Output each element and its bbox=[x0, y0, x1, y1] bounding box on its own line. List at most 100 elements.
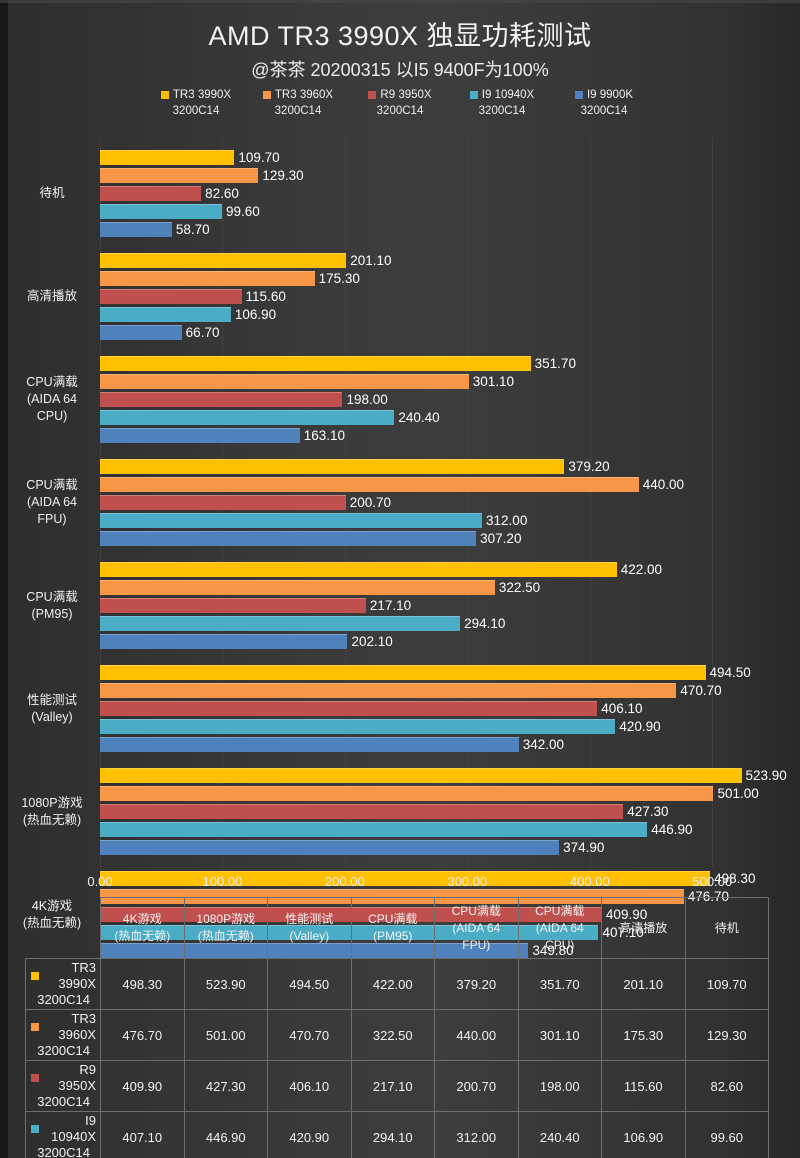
bar-value-label: 66.70 bbox=[185, 325, 220, 340]
table-column-header: 4K游戏 (热血无赖) bbox=[100, 897, 185, 959]
chart-plot-area: 待机 109.70 129.30 82.60 99.60 58.70 高清播放 201.10 1… bbox=[0, 138, 800, 958]
bar bbox=[100, 410, 395, 425]
bar-row: 66.70 bbox=[100, 325, 219, 340]
bar-value-label: 406.10 bbox=[601, 701, 643, 716]
bar bbox=[100, 719, 616, 734]
bar-group: CPU满载 (AIDA 64 FPU) 379.20 440.00 200.70 312.0… bbox=[0, 459, 800, 546]
legend-swatch-icon bbox=[160, 91, 169, 99]
bar-row: 312.00 bbox=[100, 513, 527, 528]
legend-item: R9 3950X 3200C14 bbox=[356, 88, 444, 120]
legend-label: I9 10940X bbox=[481, 89, 535, 101]
bar bbox=[100, 356, 531, 371]
bar-row: 202.10 bbox=[100, 634, 393, 649]
bar-value-label: 379.20 bbox=[568, 459, 610, 474]
series-memory-spec: 3200C14 bbox=[37, 1145, 90, 1158]
bar-value-label: 470.70 bbox=[680, 683, 722, 698]
bar-row: 106.90 bbox=[100, 307, 276, 322]
bar bbox=[100, 374, 469, 389]
series-swatch-icon bbox=[31, 1074, 39, 1082]
bar bbox=[100, 392, 343, 407]
bar-value-label: 322.50 bbox=[498, 580, 541, 595]
bar-group: 待机 109.70 129.30 82.60 99.60 58.70 bbox=[0, 150, 800, 237]
category-label: 性能测试 (Valley) bbox=[26, 692, 77, 724]
table-cell: 422.00 bbox=[350, 958, 435, 1010]
legend-item: I9 9900K 3200C14 bbox=[560, 88, 648, 120]
table-cell: 446.90 bbox=[183, 1111, 268, 1158]
table-cell: 407.10 bbox=[100, 1111, 185, 1158]
bar-row: 440.00 bbox=[100, 477, 684, 492]
bar-row: 498.30 bbox=[100, 871, 755, 886]
bar-value-label: 494.50 bbox=[709, 665, 751, 680]
bar bbox=[100, 495, 346, 510]
table-cell: 420.90 bbox=[267, 1111, 352, 1158]
bar-value-label: 240.40 bbox=[398, 410, 440, 425]
table-cell: 470.70 bbox=[267, 1009, 352, 1061]
bar-row: 294.10 bbox=[100, 616, 505, 631]
bar-row: 427.30 bbox=[100, 804, 669, 819]
bar bbox=[100, 840, 560, 855]
bar bbox=[100, 428, 300, 443]
bar-value-label: 106.90 bbox=[234, 307, 277, 322]
bar bbox=[100, 253, 347, 268]
bar-row: 446.90 bbox=[100, 822, 693, 837]
legend-swatch-icon bbox=[262, 91, 271, 99]
bar-row: 82.60 bbox=[100, 186, 239, 201]
bar-row: 129.30 bbox=[100, 168, 304, 183]
bar-value-label: 198.00 bbox=[346, 392, 388, 407]
legend-item: TR3 3990X 3200C14 bbox=[152, 88, 240, 120]
series-swatch-icon bbox=[31, 972, 39, 980]
bar bbox=[100, 598, 366, 613]
table-row-header: TR3 3960X 3200C14 bbox=[25, 1009, 101, 1061]
bar-row: 175.30 bbox=[100, 271, 360, 286]
axis-tick-label: 200.00 bbox=[325, 874, 365, 889]
bar-row: 198.00 bbox=[100, 392, 388, 407]
category-label: CPU满载 (PM95) bbox=[26, 589, 78, 621]
bar-group: 高清播放 201.10 175.30 115.60 106.90 66.70 bbox=[0, 253, 800, 340]
bar bbox=[100, 737, 519, 752]
bar-row: 301.10 bbox=[100, 374, 514, 389]
bar-value-label: 163.10 bbox=[303, 428, 345, 443]
bar-value-label: 175.30 bbox=[318, 271, 360, 286]
table-cell: 427.30 bbox=[183, 1060, 268, 1112]
category-label: CPU满载 (AIDA 64 FPU) bbox=[26, 478, 78, 526]
table-column-header: 性能测试 (Valley) bbox=[267, 897, 352, 959]
table-cell: 115.60 bbox=[601, 1060, 686, 1112]
legend-sublabel: 3200C14 bbox=[376, 105, 424, 117]
bar-row: 379.20 bbox=[100, 459, 610, 474]
legend-label: TR3 3990X bbox=[172, 89, 232, 101]
bar-row: 351.70 bbox=[100, 356, 576, 371]
table-cell: 523.90 bbox=[183, 958, 268, 1010]
table-row-header: R9 3950X 3200C14 bbox=[25, 1060, 101, 1112]
grid-line bbox=[467, 138, 469, 868]
bar-row: 58.70 bbox=[100, 222, 210, 237]
bar bbox=[100, 562, 617, 577]
bar-value-label: 440.00 bbox=[642, 477, 685, 492]
table-cell: 379.20 bbox=[434, 958, 519, 1010]
bar-row: 322.50 bbox=[100, 580, 540, 595]
table-cell: 409.90 bbox=[100, 1060, 185, 1112]
table-cell: 240.40 bbox=[517, 1111, 602, 1158]
legend-sublabel: 3200C14 bbox=[274, 105, 322, 117]
table-cell: 501.00 bbox=[183, 1009, 268, 1061]
bar bbox=[100, 822, 648, 837]
series-swatch-icon bbox=[31, 1023, 39, 1031]
bar-row: 240.40 bbox=[100, 410, 440, 425]
bar bbox=[100, 665, 706, 680]
table-row: R9 3950X 3200C14 409.90 427.30 406.10 217.10 2… bbox=[25, 1060, 769, 1112]
table-cell: 476.70 bbox=[100, 1009, 185, 1061]
bar bbox=[100, 477, 639, 492]
table-cell: 322.50 bbox=[350, 1009, 435, 1061]
axis-tick-label: 300.00 bbox=[447, 874, 488, 889]
table-cell: 351.70 bbox=[517, 958, 602, 1010]
bar-value-label: 374.90 bbox=[563, 840, 605, 855]
series-memory-spec: 3200C14 bbox=[37, 992, 90, 1007]
bar-row: 501.00 bbox=[100, 786, 759, 801]
bar-row: 200.70 bbox=[100, 495, 391, 510]
axis-tick-label: 100.00 bbox=[202, 874, 243, 889]
category-label: 待机 bbox=[39, 186, 65, 200]
bar bbox=[100, 289, 242, 304]
table-cell: 106.90 bbox=[601, 1111, 686, 1158]
bar bbox=[100, 271, 315, 286]
bar-value-label: 201.10 bbox=[350, 253, 392, 268]
